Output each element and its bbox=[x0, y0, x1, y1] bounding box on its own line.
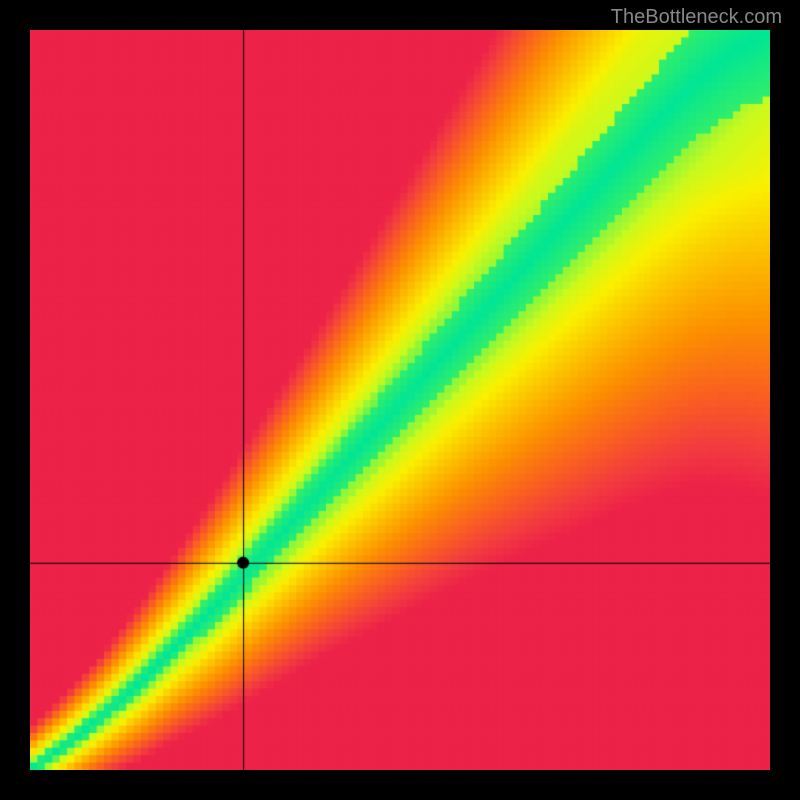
heatmap-canvas bbox=[30, 30, 770, 770]
bottleneck-heatmap bbox=[30, 30, 770, 770]
watermark-text: TheBottleneck.com bbox=[611, 6, 782, 29]
